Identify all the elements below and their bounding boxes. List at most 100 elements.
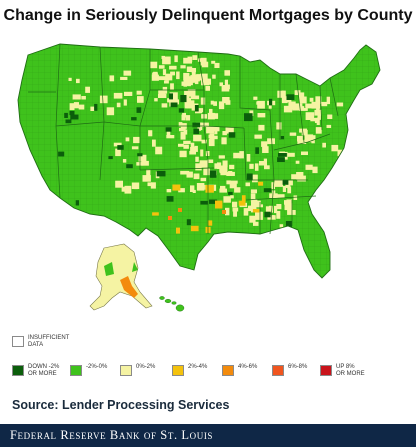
county-patch: [123, 99, 127, 106]
county-patch: [195, 163, 202, 171]
legend-label-3: 0%-2%: [136, 364, 156, 370]
county-patch: [186, 66, 193, 72]
county-patch: [222, 210, 226, 214]
county-patch: [224, 70, 230, 76]
county-patch: [184, 101, 193, 109]
county-patch: [166, 135, 175, 139]
county-patch: [113, 142, 122, 147]
county-patch: [99, 95, 108, 104]
county-patch: [233, 152, 241, 159]
county-patch: [205, 151, 210, 156]
county-patch: [113, 92, 123, 99]
county-patch: [268, 205, 273, 213]
county-patch: [226, 180, 231, 185]
source-note: Source: Lender Processing Services: [12, 398, 230, 412]
county-patch: [73, 102, 79, 109]
county-patch: [285, 184, 291, 188]
county-patch: [201, 122, 209, 127]
county-patch: [256, 200, 261, 207]
county-patch: [152, 72, 158, 81]
county-patch: [298, 92, 305, 100]
county-patch: [224, 84, 230, 90]
county-patch: [278, 153, 287, 157]
county-patch: [267, 138, 275, 145]
county-patch: [183, 57, 192, 64]
county-patch: [229, 164, 235, 170]
county-patch: [190, 142, 195, 149]
county-patch: [287, 152, 295, 157]
county-patch: [68, 77, 72, 81]
county-patch: [305, 103, 313, 107]
county-patch: [157, 76, 167, 81]
county-patch: [169, 93, 173, 100]
county-patch: [133, 185, 138, 190]
county-patch: [287, 210, 296, 215]
county-patch: [269, 98, 273, 106]
county-patch: [115, 148, 121, 157]
county-patch: [252, 209, 260, 213]
county-patch: [264, 165, 270, 170]
county-patch: [178, 122, 183, 127]
county-patch: [209, 113, 219, 119]
county-patch: [178, 108, 185, 113]
county-patch: [172, 184, 181, 191]
county-patch: [178, 188, 185, 193]
county-patch: [58, 151, 65, 157]
county-patch: [277, 157, 285, 162]
county-patch: [180, 170, 190, 175]
county-patch: [169, 92, 178, 101]
county-patch: [250, 189, 257, 194]
us-county-map: [8, 30, 408, 325]
county-patch: [326, 96, 330, 105]
county-patch: [205, 185, 214, 193]
county-patch: [217, 162, 222, 169]
county-patch: [122, 159, 127, 163]
county-patch: [148, 130, 153, 137]
us-map-svg: [17, 43, 381, 312]
county-patch: [174, 55, 178, 63]
county-patch: [184, 90, 190, 99]
county-patch: [81, 96, 86, 100]
county-patch: [187, 89, 196, 97]
county-patch: [279, 224, 284, 228]
county-patch: [229, 182, 237, 189]
county-patch: [312, 166, 318, 174]
county-patch: [152, 139, 156, 147]
county-patch: [169, 65, 177, 70]
county-patch: [193, 134, 202, 142]
county-patch: [108, 156, 113, 160]
county-patch: [280, 136, 285, 140]
county-patch: [180, 65, 186, 69]
county-patch: [158, 65, 165, 69]
county-patch: [243, 208, 249, 216]
county-patch: [184, 81, 193, 86]
county-patch: [253, 96, 258, 100]
hawaii: [159, 296, 185, 312]
county-patch: [176, 227, 180, 234]
county-patch: [249, 205, 257, 210]
county-patch: [192, 189, 196, 193]
county-patch: [209, 135, 218, 140]
county-patch: [297, 139, 307, 144]
county-patch: [274, 179, 283, 187]
legend-swatch-6: [272, 365, 284, 376]
county-patch: [316, 107, 320, 111]
county-patch: [194, 105, 199, 112]
county-patch: [193, 128, 200, 135]
alaska: [89, 243, 153, 311]
county-patch: [136, 107, 142, 113]
county-patch: [117, 145, 124, 150]
county-patch: [219, 82, 223, 87]
county-patch: [249, 215, 256, 223]
county-patch: [255, 147, 259, 154]
county-patch: [196, 183, 205, 191]
county-patch: [257, 113, 266, 118]
county-patch: [271, 182, 275, 190]
county-patch: [116, 102, 121, 108]
county-patch: [315, 96, 322, 104]
county-patch: [221, 137, 227, 145]
county-patch: [185, 115, 191, 121]
county-patch: [136, 90, 142, 95]
county-patch: [150, 61, 158, 69]
county-patch: [215, 200, 223, 209]
